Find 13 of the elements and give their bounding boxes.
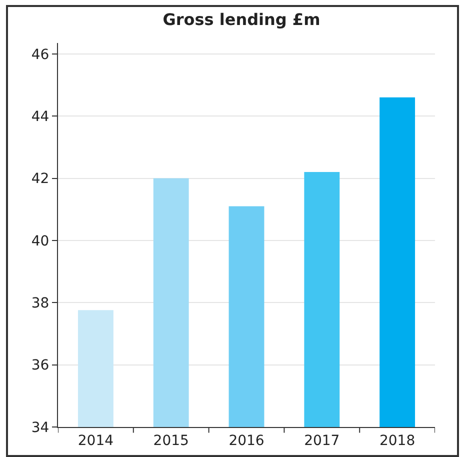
y-tick-label: 42 [31, 171, 50, 188]
x-tick-label: 2016 [228, 432, 264, 449]
x-tick-label: 2015 [153, 432, 189, 449]
y-tick-label: 46 [31, 46, 50, 63]
x-tick-label: 2018 [379, 432, 416, 449]
x-tick-label: 2014 [78, 432, 114, 449]
y-tick-label: 34 [31, 420, 50, 436]
y-tick-label: 38 [31, 296, 50, 312]
chart-title: Gross lending £m [162, 10, 320, 29]
y-tick-label: 40 [31, 233, 50, 250]
x-tick-label: 2017 [304, 432, 340, 449]
y-tick-label: 44 [31, 108, 50, 125]
y-tick-label: 36 [31, 358, 50, 374]
